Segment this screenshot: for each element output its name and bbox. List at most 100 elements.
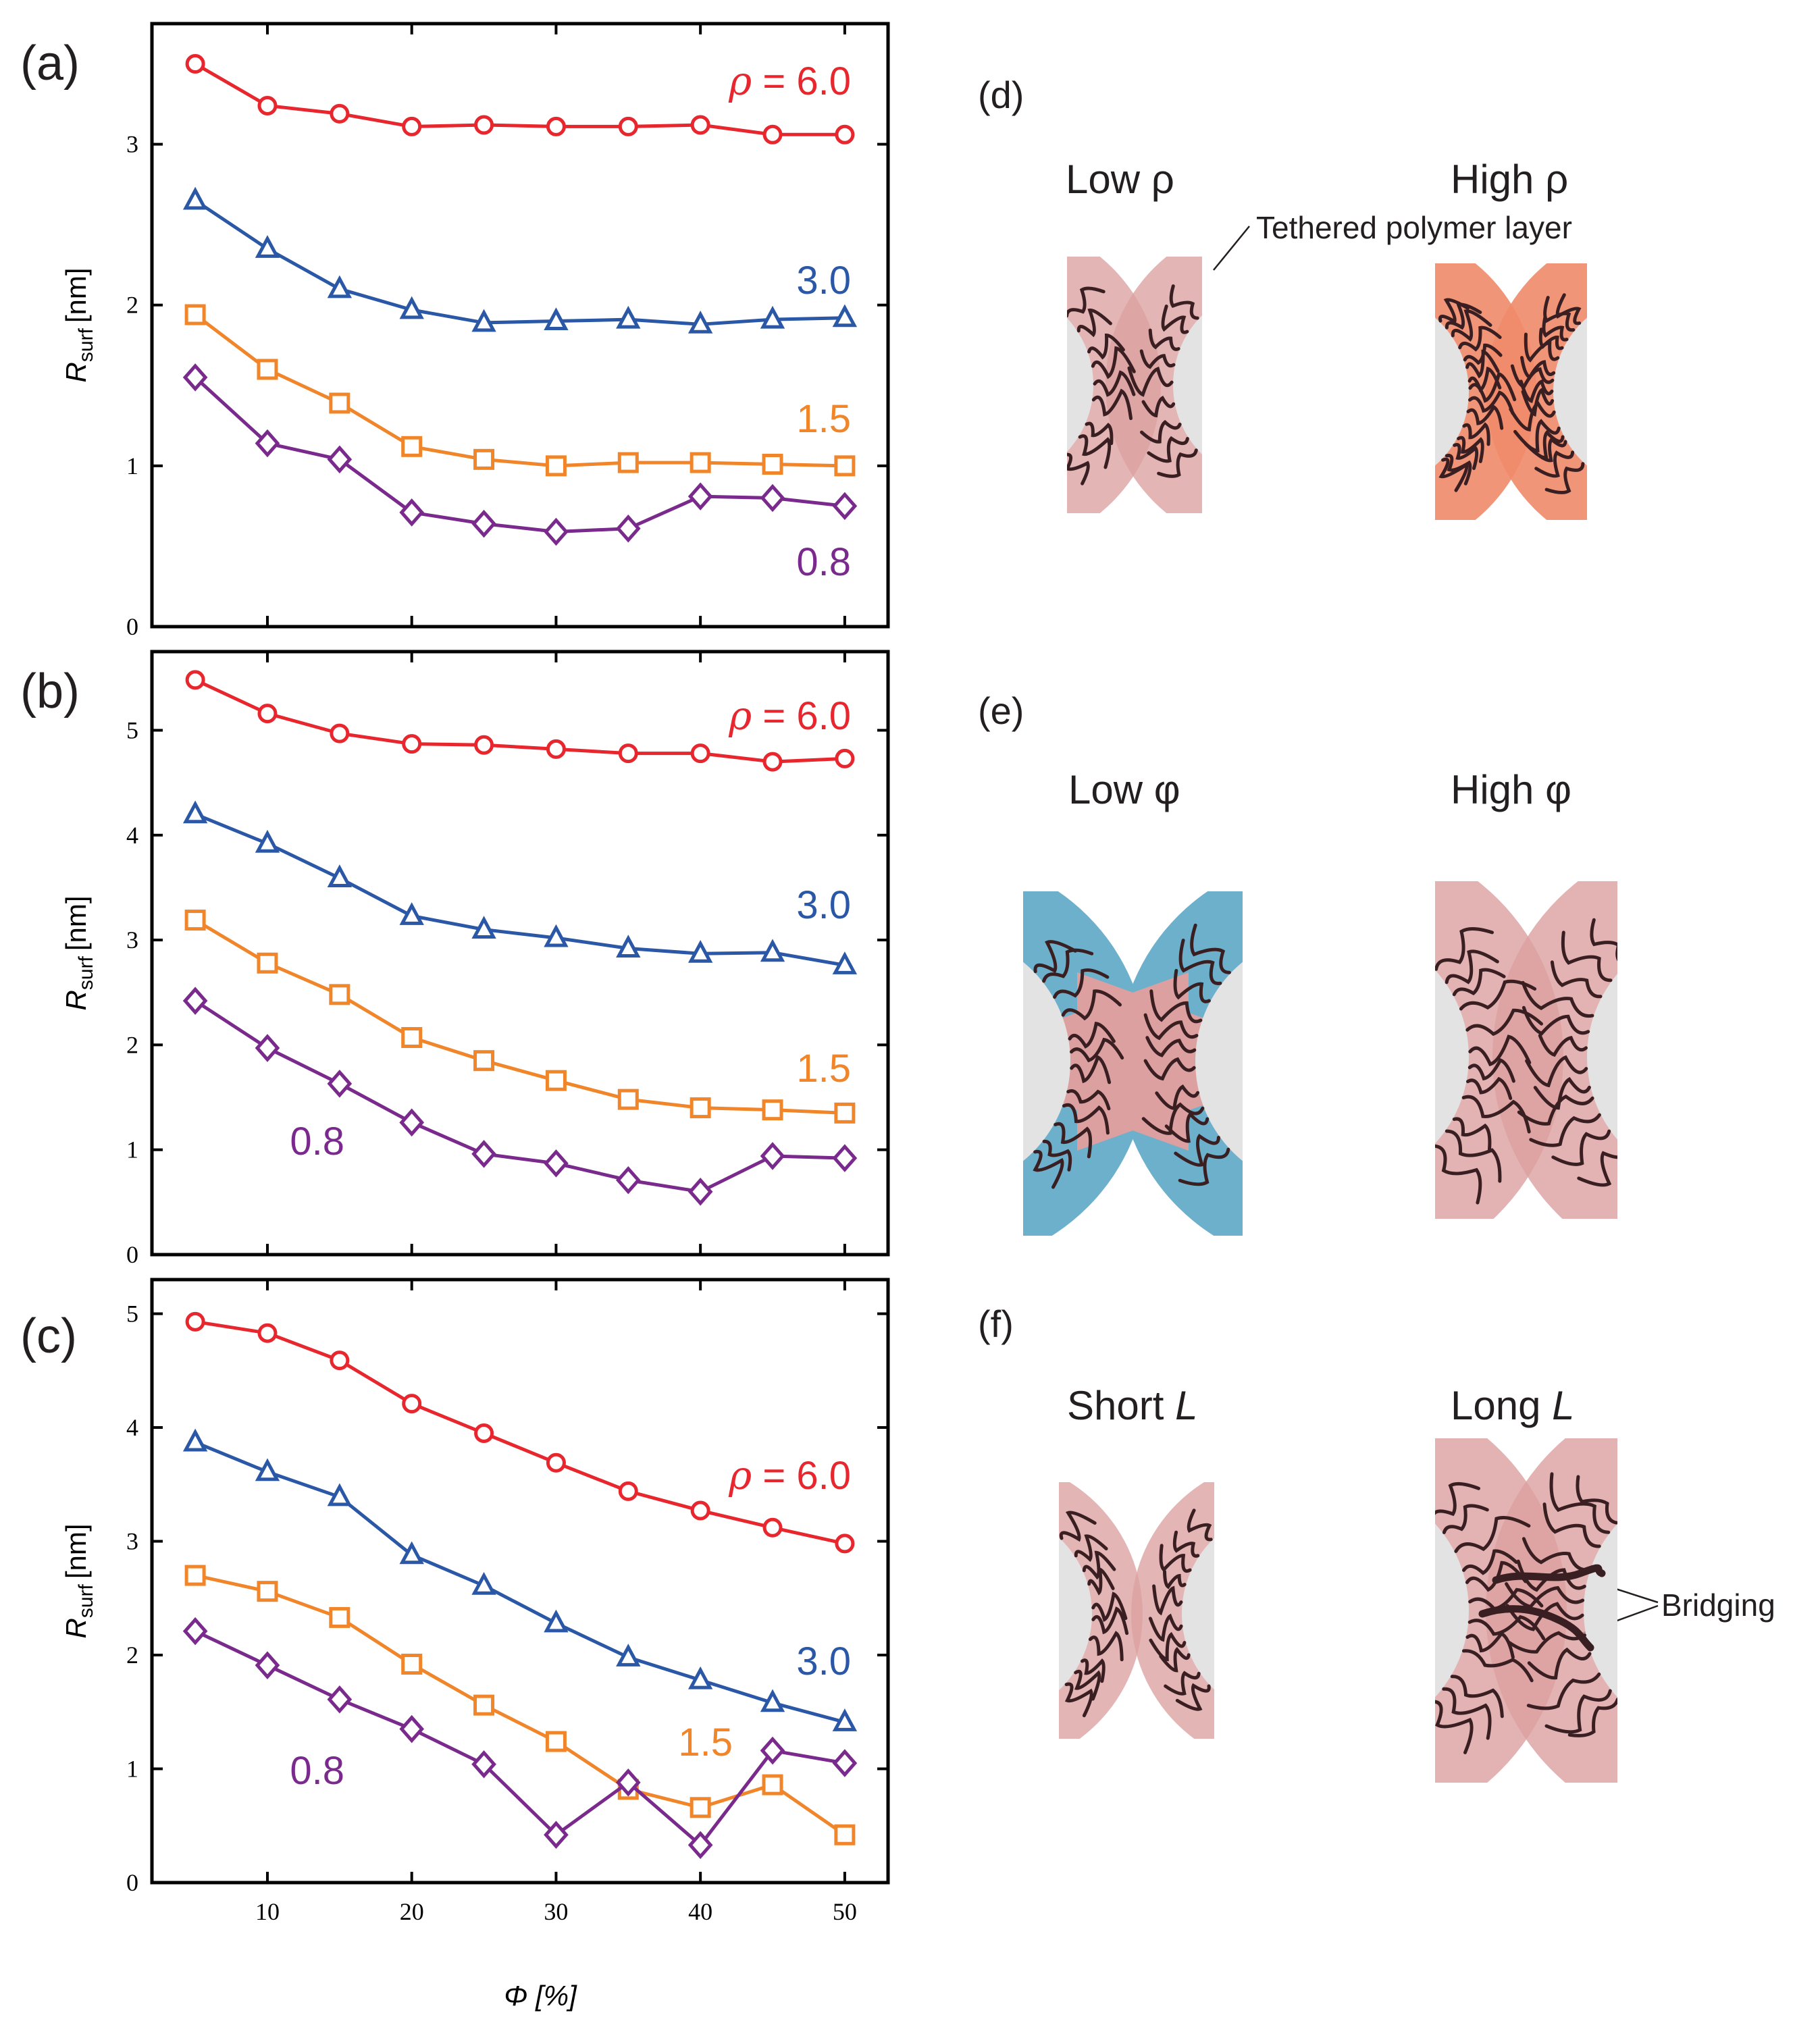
series-label: 3.0: [796, 259, 851, 303]
data-point: [257, 952, 278, 974]
polymer-chain: [1053, 968, 1110, 999]
data-point: [327, 1070, 353, 1098]
bridging-chain-1: [1492, 1564, 1606, 1584]
bridging-chain-2: [1478, 1605, 1594, 1652]
data-point: [690, 1797, 711, 1818]
particle-pair-high-rho: [1435, 263, 1587, 520]
polymer-chain: [1551, 1129, 1611, 1166]
polymer-layer-right: [1131, 1482, 1214, 1739]
particle-core-right: [1553, 317, 1587, 466]
data-point: [690, 743, 710, 764]
polymer-chain: [1451, 309, 1492, 342]
polymer-chain: [1467, 1057, 1515, 1083]
particle-core-left: [1059, 1537, 1092, 1691]
schematic-panel-e: (e) Low φ High φ: [978, 689, 1617, 1236]
data-point: [399, 296, 424, 319]
y-axis-title: Rsurf[nm]: [60, 1523, 97, 1638]
y-tick-label: 3: [126, 926, 138, 953]
title-long-l: Long L: [1451, 1383, 1575, 1428]
polymer-chain: [1435, 927, 1494, 971]
polymer-chain: [1590, 918, 1617, 962]
series-line: [194, 199, 845, 326]
series-circle: [185, 54, 855, 145]
plot-area-c: ρ = 6.0 3.0 1.5 0.8: [182, 1311, 858, 1860]
data-point: [687, 482, 713, 510]
polymer-chain: [1174, 1134, 1220, 1167]
particle-core-right: [1587, 974, 1617, 1140]
polymer-chain: [1147, 436, 1189, 463]
polymer-chain: [1145, 1036, 1197, 1057]
polymer-chain: [1462, 422, 1490, 446]
plot-frame: [150, 1278, 890, 1885]
polymer-chain: [1164, 1671, 1201, 1696]
polymer-chain: [1435, 1482, 1480, 1517]
data-point: [257, 359, 278, 380]
y-tick-label: 1: [126, 1756, 138, 1783]
data-point: [471, 1140, 496, 1168]
data-point: [687, 1178, 713, 1206]
data-point: [834, 455, 856, 477]
data-point: [618, 116, 638, 136]
polymer-chain: [1527, 1647, 1592, 1680]
data-point: [760, 1142, 785, 1170]
data-point: [474, 1423, 494, 1443]
x-tick-label: 20: [400, 1898, 424, 1925]
title-short-l: Short L: [1067, 1383, 1197, 1428]
polymer-chain: [1466, 1076, 1513, 1100]
plot-frame: [150, 650, 890, 1257]
data-point: [471, 509, 496, 538]
data-point: [474, 115, 494, 135]
polymer-chain: [1462, 1549, 1518, 1575]
polymer-chain: [1567, 1698, 1617, 1737]
polymer-chain: [1042, 948, 1094, 983]
plot-area-a: ρ = 6.0 3.0 1.5 0.8: [182, 54, 858, 584]
data-point: [544, 517, 569, 546]
polymer-chain: [1033, 1149, 1064, 1189]
data-point: [401, 1653, 423, 1675]
y-tick-label: 1: [126, 452, 138, 479]
data-point: [182, 987, 208, 1015]
series-line: [194, 376, 846, 534]
polymer-chain: [1141, 1102, 1205, 1135]
data-point: [760, 1736, 785, 1765]
data-point: [545, 1731, 567, 1752]
series-line: [194, 62, 845, 136]
data-point: [473, 1050, 495, 1072]
polymer-chain: [1141, 396, 1176, 418]
series-label: ρ = 6.0: [728, 58, 851, 104]
polymer-chain: [1148, 1613, 1183, 1642]
polymer-chain: [1450, 1675, 1504, 1719]
polymer-chain: [1148, 328, 1180, 351]
polymer-chain: [1059, 1511, 1097, 1542]
polymer-chain: [1054, 1122, 1093, 1159]
polymer-chain: [1091, 1592, 1128, 1623]
data-point: [687, 1831, 713, 1860]
data-point: [401, 436, 423, 457]
polymer-chain: [1068, 1022, 1116, 1049]
data-point: [182, 1428, 208, 1452]
series-triangle: [182, 186, 858, 334]
polymer-chain: [1520, 356, 1556, 380]
data-point: [616, 305, 641, 329]
polymer-chain: [1452, 1117, 1492, 1151]
data-point: [471, 1571, 496, 1595]
y-tick-label: 3: [126, 131, 138, 158]
data-point: [832, 492, 858, 521]
data-point: [257, 1323, 278, 1343]
polymer-chain: [1525, 1055, 1588, 1088]
data-point: [762, 1099, 783, 1121]
polymer-chain: [1159, 1544, 1192, 1573]
polymer-chain: [1091, 388, 1133, 421]
chart-panel-b: (b) Rsurf[nm] 0 1 2 3 4 5 ρ = 6.0 3.0 1.5 0.8: [20, 650, 890, 1268]
data-point: [184, 910, 206, 931]
polymer-chain: [1087, 333, 1125, 360]
data-point: [184, 1565, 206, 1586]
particle-pair-long-l: [1435, 1438, 1617, 1783]
data-point: [329, 1606, 350, 1628]
data-point: [615, 1165, 641, 1195]
polymer-chain: [1190, 923, 1231, 974]
x-axis-label: Φ [%]: [504, 1980, 577, 2012]
polymer-chain: [1091, 346, 1136, 379]
data-point: [399, 1714, 425, 1743]
polymer-chain: [1139, 349, 1176, 369]
